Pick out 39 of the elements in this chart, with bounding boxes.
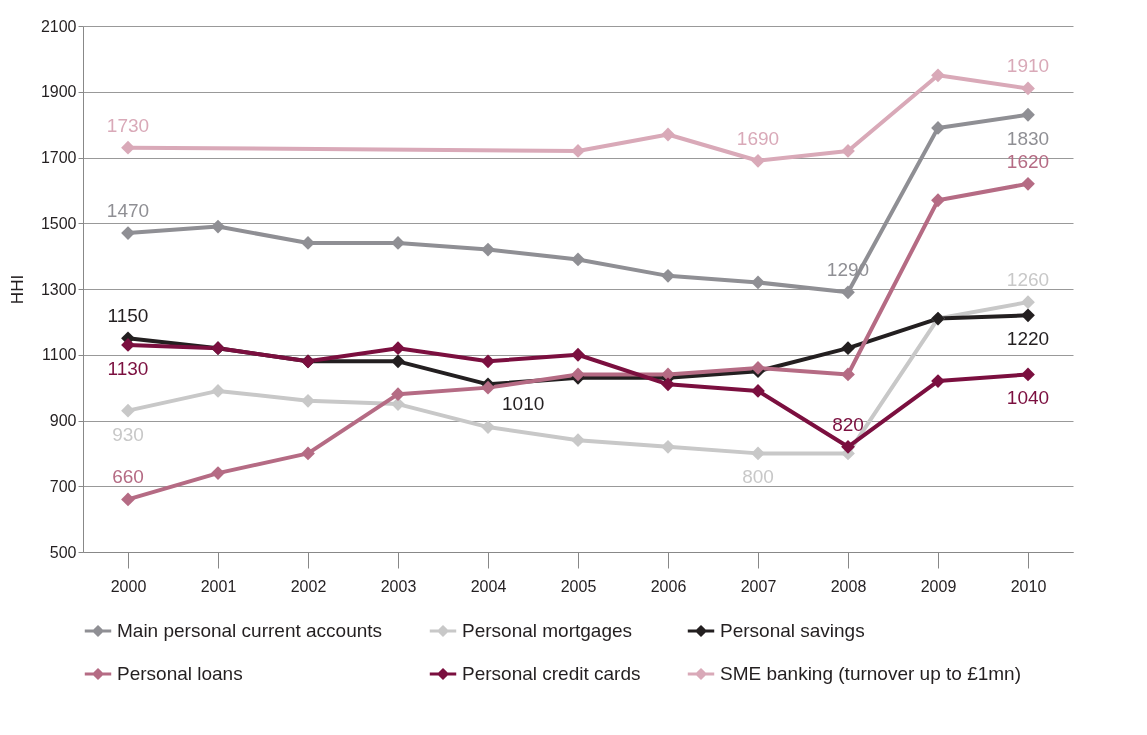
y-tick-label: 1300 <box>40 280 77 298</box>
data-label: 1910 <box>1006 55 1050 77</box>
data-label: 1220 <box>1006 328 1050 350</box>
y-tick-label: 2100 <box>40 17 77 35</box>
legend-label: Main personal current accounts <box>117 620 383 641</box>
y-tick-label: 500 <box>49 543 77 561</box>
y-tick-label: 1900 <box>40 83 77 101</box>
x-tick-label: 2008 <box>830 577 867 595</box>
x-tick-label: 2006 <box>650 577 687 595</box>
data-label: 1130 <box>107 357 149 379</box>
x-tick-label: 2009 <box>920 577 957 595</box>
x-tick-label: 2003 <box>380 577 417 595</box>
legend-label: Personal mortgages <box>462 620 633 641</box>
y-axis-title: HHI <box>7 274 27 305</box>
x-tick-label: 2007 <box>740 577 777 595</box>
data-label: 1470 <box>106 200 150 222</box>
data-label: 1040 <box>1006 387 1050 409</box>
data-label: 1010 <box>502 393 545 415</box>
data-label: 1830 <box>1006 127 1050 149</box>
y-tick-label: 700 <box>49 477 77 495</box>
data-label: 1690 <box>736 127 780 149</box>
x-tick-label: 2004 <box>470 577 507 595</box>
x-tick-label: 2005 <box>560 577 597 595</box>
x-tick-label: 2002 <box>290 577 327 595</box>
legend-label: Personal loans <box>117 663 243 684</box>
y-tick-label: 900 <box>49 412 77 429</box>
y-tick-label: 1700 <box>40 149 77 166</box>
data-label: 660 <box>112 466 144 488</box>
legend-label: SME banking (turnover up to £1mn) <box>720 663 1021 684</box>
x-tick-label: 2010 <box>1010 577 1047 595</box>
data-label: 820 <box>832 413 864 435</box>
x-tick-label: 2000 <box>110 577 147 595</box>
data-label: 1150 <box>107 305 149 327</box>
data-label: 1730 <box>106 114 150 136</box>
y-tick-label: 1500 <box>40 214 77 232</box>
x-tick-label: 2001 <box>200 577 237 595</box>
legend-label: Personal credit cards <box>462 663 641 684</box>
y-tick-label: 1100 <box>42 346 77 364</box>
legend-label: Personal savings <box>720 620 865 641</box>
